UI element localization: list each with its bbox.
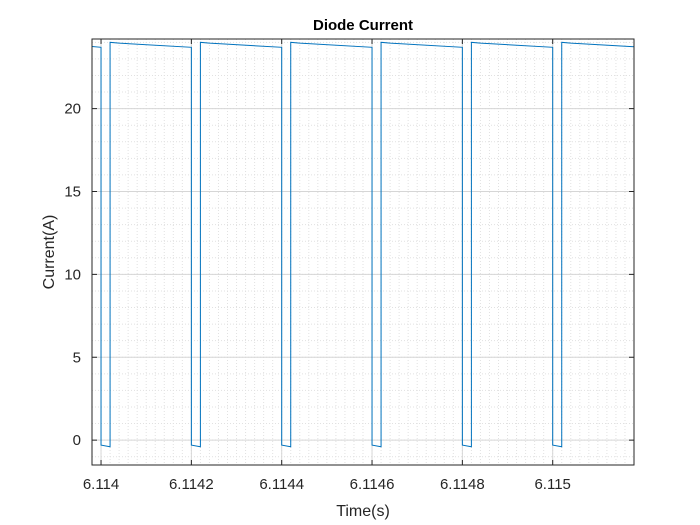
- x-tick-label: 6.1144: [259, 476, 304, 493]
- chart-title: Diode Current: [313, 17, 413, 34]
- x-tick-label: 6.115: [534, 476, 570, 493]
- y-tick-label: 10: [64, 266, 81, 283]
- x-tick-label: 6.114: [83, 476, 119, 493]
- x-tick-label: 6.1142: [169, 476, 214, 493]
- axis-ticks: [92, 39, 634, 465]
- axes-box: [91, 38, 635, 466]
- x-tick-label: 6.1148: [440, 476, 485, 493]
- x-tick-label: 6.1146: [350, 476, 395, 493]
- y-tick-label: 0: [73, 432, 81, 449]
- series-layer: [92, 41, 634, 448]
- y-tick-label: 20: [64, 101, 81, 118]
- x-tick-labels: 6.114 6.1142 6.1144 6.1146 6.1148 6.115: [83, 476, 571, 493]
- y-tick-label: 15: [64, 183, 81, 200]
- series-line: [92, 41, 634, 448]
- y-tick-labels: 0 5 10 15 20: [64, 101, 81, 450]
- x-axis-label: Time(s): [336, 503, 390, 520]
- y-axis-label: Current(A): [41, 215, 58, 290]
- y-tick-label: 5: [73, 349, 81, 366]
